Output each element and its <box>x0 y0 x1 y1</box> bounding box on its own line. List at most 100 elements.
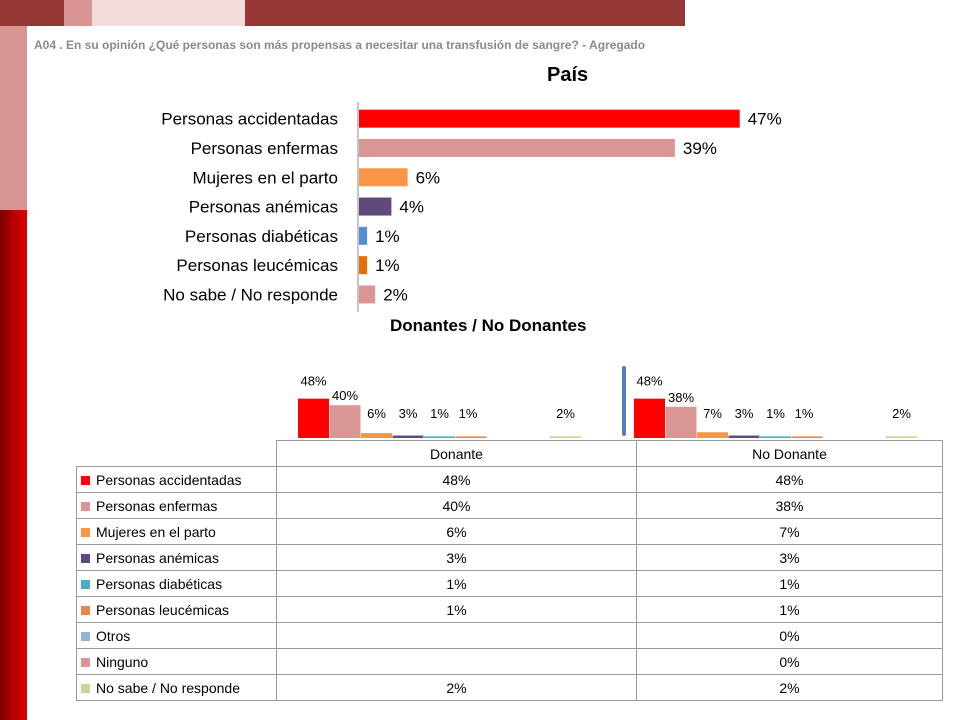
table-cell-donante: 1% <box>276 596 637 623</box>
pais-value-mujeres-en-el-parto: 6% <box>416 168 441 187</box>
table-row: Personas enfermas 40% 38% <box>76 492 943 519</box>
table-row: Ninguno 0% <box>76 648 943 675</box>
pais-bar-mujeres-en-el-parto <box>359 168 408 187</box>
legend-swatch <box>81 580 90 590</box>
bar-personas-anemicas-donante <box>392 435 424 438</box>
pais-value-personas-leucemicas: 1% <box>375 256 400 275</box>
table-cell-no-donante: 3% <box>636 544 943 571</box>
pais-bar-personas-diabeticas <box>359 226 368 245</box>
table-header-no-donante: No Donante <box>636 440 943 467</box>
label-personas-diabeticas-no-donante: 1% <box>766 406 785 421</box>
legend-label: Ninguno <box>96 653 149 670</box>
table-row: Mujeres en el parto 6% 7% <box>76 518 943 545</box>
table-row: Otros 0% <box>76 622 943 649</box>
table-cell-donante: 1% <box>276 570 637 597</box>
legend-label: Otros <box>96 627 131 644</box>
table-cell-donante <box>276 648 637 675</box>
bar-personas-anemicas-no-donante <box>728 435 760 438</box>
table-cell-donante: 48% <box>276 466 637 493</box>
legend-label: Personas anémicas <box>96 549 219 566</box>
table-row: Personas diabéticas 1% 1% <box>76 570 943 597</box>
label-personas-anemicas-no-donante: 3% <box>735 406 754 421</box>
table-cell-donante: 2% <box>276 674 637 701</box>
legend-swatch <box>81 554 90 564</box>
bar-personas-enfermas-donante <box>329 405 361 438</box>
legend-label: Personas diabéticas <box>96 575 223 592</box>
bar-personas-leucemicas-donante <box>455 436 487 438</box>
table-row-label: Personas diabéticas <box>76 570 277 597</box>
table-cell-no-donante: 1% <box>636 570 943 597</box>
pais-category-personas-leucemicas: Personas leucémicas <box>176 256 338 275</box>
pais-value-personas-accidentadas: 47% <box>748 110 782 129</box>
label-personas-leucemicas-no-donante: 1% <box>795 406 814 421</box>
table-row-label: Personas anémicas <box>76 544 277 571</box>
bar-no-sabe-no-responde-no-donante <box>886 436 917 438</box>
pais-bar-personas-accidentadas <box>359 109 740 128</box>
header-band-pink <box>64 0 92 26</box>
bar-personas-leucemicas-no-donante <box>791 436 823 438</box>
pais-value-no-sabe-no-responde: 2% <box>383 285 408 304</box>
table-cell-donante: 6% <box>276 518 637 545</box>
bar-mujeres-en-el-parto-no-donante <box>697 432 728 438</box>
header-band-dark <box>245 0 685 26</box>
label-personas-diabeticas-donante: 1% <box>430 406 449 421</box>
pais-bar-personas-enfermas <box>359 138 675 157</box>
table-row-label: Ninguno <box>76 648 277 675</box>
table-header-donante: Donante <box>276 440 637 467</box>
pais-category-no-sabe-no-responde: No sabe / No responde <box>163 285 338 304</box>
donantes-data-table: Donante No Donante Personas accidentadas 48… <box>76 440 943 701</box>
bar-personas-enfermas-no-donante <box>665 406 697 438</box>
legend-label: Personas enfermas <box>96 497 218 514</box>
pais-value-personas-enfermas: 39% <box>683 139 717 158</box>
label-no-sabe-no-responde-donante: 2% <box>556 406 575 421</box>
pais-category-personas-accidentadas: Personas accidentadas <box>161 110 338 129</box>
legend-label: No sabe / No responde <box>96 679 240 696</box>
bar-personas-accidentadas-donante <box>298 398 329 438</box>
legend-swatch <box>81 606 90 616</box>
label-personas-accidentadas-donante: 48% <box>300 374 326 389</box>
table-cell-no-donante: 7% <box>636 518 943 545</box>
table-row: No sabe / No responde 2% 2% <box>76 674 943 701</box>
legend-swatch <box>81 632 90 642</box>
table-row-label: Otros <box>76 622 277 649</box>
table-row-label: Personas accidentadas <box>76 466 277 493</box>
pais-chart-title: País <box>547 64 589 86</box>
pais-bar-no-sabe-no-responde <box>359 285 376 304</box>
bar-mujeres-en-el-parto-donante <box>361 433 392 438</box>
legend-label: Personas leucémicas <box>96 601 230 618</box>
legend-swatch <box>81 502 90 512</box>
pais-category-personas-diabeticas: Personas diabéticas <box>185 227 338 246</box>
table-cell-no-donante: 0% <box>636 622 943 649</box>
label-mujeres-en-el-parto-no-donante: 7% <box>703 406 722 421</box>
label-no-sabe-no-responde-no-donante: 2% <box>892 406 911 421</box>
header-band-red <box>0 0 64 26</box>
table-cell-no-donante: 38% <box>636 492 943 519</box>
legend-swatch <box>81 658 90 668</box>
table-header-row: Donante No Donante <box>76 440 943 467</box>
table-cell-donante: 3% <box>276 544 637 571</box>
pais-bar-personas-anemicas <box>359 197 392 216</box>
table-row: Personas accidentadas 48% 48% <box>76 466 943 493</box>
table-cell-no-donante: 48% <box>636 466 943 493</box>
table-corner-cell <box>76 440 277 467</box>
legend-swatch <box>81 528 90 538</box>
header-band-pale <box>92 0 245 26</box>
legend-label: Mujeres en el parto <box>96 523 216 540</box>
pais-value-personas-diabeticas: 1% <box>375 227 400 246</box>
table-cell-no-donante: 0% <box>636 648 943 675</box>
question-text: A04 . En su opinión ¿Qué personas son má… <box>34 38 646 52</box>
table-cell-donante <box>276 622 637 649</box>
label-personas-enfermas-donante: 40% <box>332 388 358 403</box>
label-personas-leucemicas-donante: 1% <box>459 406 478 421</box>
bar-no-sabe-no-responde-donante <box>550 436 581 438</box>
bar-personas-diabeticas-no-donante <box>760 436 791 438</box>
legend-swatch <box>81 476 90 486</box>
bar-personas-diabeticas-donante <box>424 436 455 438</box>
table-cell-donante: 40% <box>276 492 637 519</box>
bar-personas-accidentadas-no-donante <box>634 398 665 438</box>
side-band-gradient <box>0 210 27 720</box>
pais-bar-personas-leucemicas <box>359 256 368 275</box>
table-row: Personas anémicas 3% 3% <box>76 544 943 571</box>
